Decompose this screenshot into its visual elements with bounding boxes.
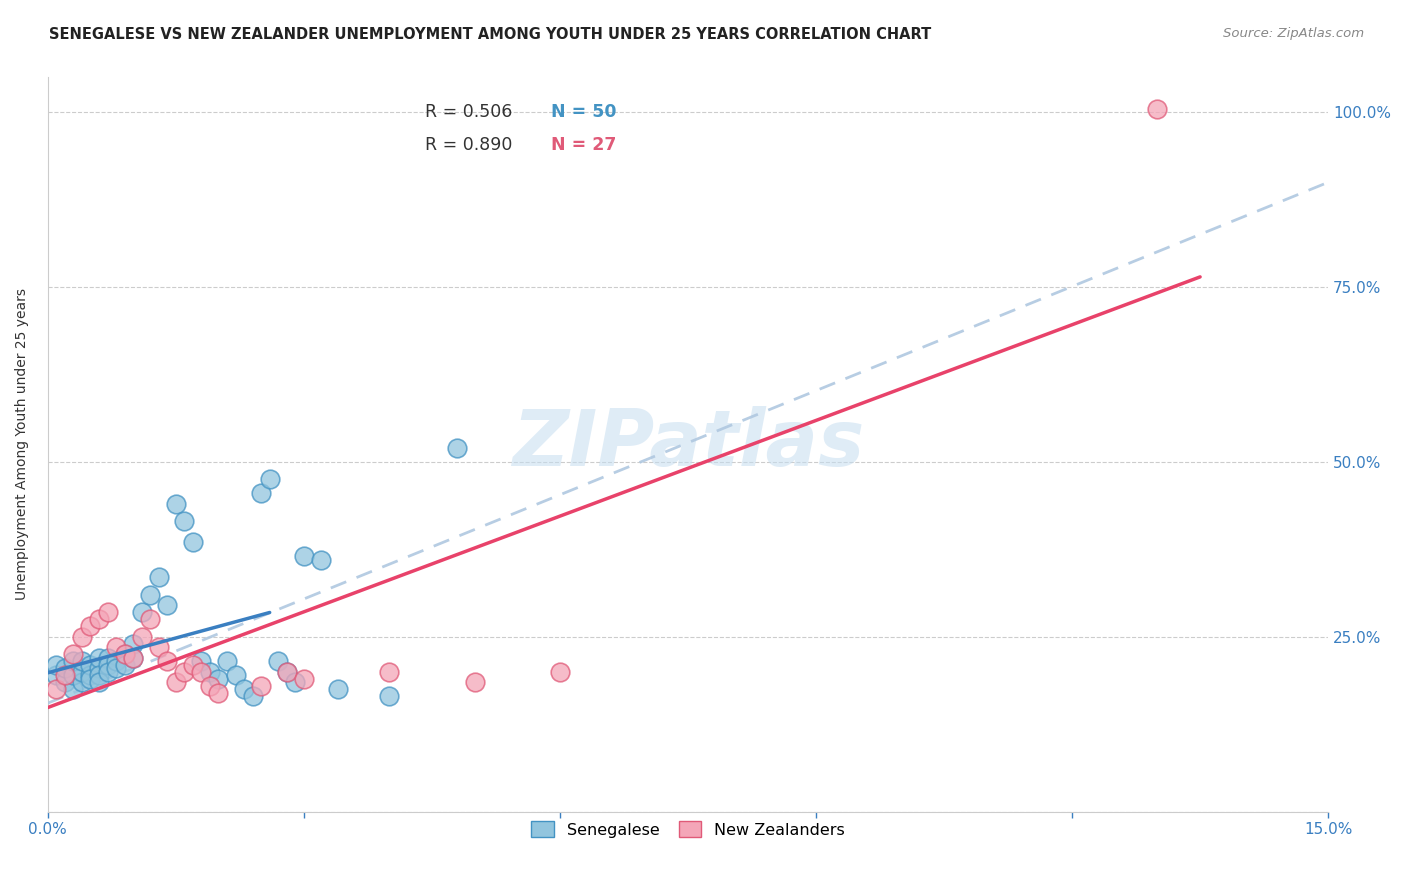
Point	[62, 668, 84, 682]
Point	[233, 682, 256, 697]
Text: Source: ZipAtlas.com: Source: ZipAtlas.com	[1223, 27, 1364, 40]
Point	[96, 605, 118, 619]
Point	[53, 661, 76, 675]
Point	[284, 675, 307, 690]
Point	[207, 686, 229, 700]
Point	[53, 668, 76, 682]
Text: N = 27: N = 27	[551, 136, 616, 154]
Point	[292, 549, 315, 564]
Point	[70, 665, 93, 679]
Point	[131, 630, 153, 644]
Point	[181, 657, 204, 672]
Point	[292, 672, 315, 686]
Point	[225, 668, 247, 682]
Point	[96, 657, 118, 672]
Point	[173, 515, 195, 529]
Point	[309, 553, 332, 567]
Point	[250, 679, 273, 693]
Point	[378, 665, 401, 679]
Point	[79, 668, 101, 682]
Text: N = 50: N = 50	[551, 103, 616, 121]
Point	[250, 486, 273, 500]
Point	[87, 675, 110, 690]
Y-axis label: Unemployment Among Youth under 25 years: Unemployment Among Youth under 25 years	[15, 288, 30, 600]
Point	[62, 682, 84, 697]
Point	[131, 605, 153, 619]
Point	[114, 647, 136, 661]
Point	[190, 665, 212, 679]
Point	[114, 657, 136, 672]
Point	[1146, 102, 1168, 116]
Point	[79, 619, 101, 633]
Point	[45, 657, 67, 672]
Point	[70, 675, 93, 690]
Point	[122, 650, 145, 665]
Point	[198, 665, 221, 679]
Point	[139, 612, 162, 626]
Point	[276, 665, 298, 679]
Point	[96, 665, 118, 679]
Point	[276, 665, 298, 679]
Point	[70, 630, 93, 644]
Point	[173, 665, 195, 679]
Point	[62, 647, 84, 661]
Point	[548, 665, 571, 679]
Point	[105, 640, 128, 655]
Point	[114, 647, 136, 661]
Point	[87, 612, 110, 626]
Point	[259, 472, 281, 486]
Point	[105, 661, 128, 675]
Point	[87, 661, 110, 675]
Point	[198, 679, 221, 693]
Point	[53, 675, 76, 690]
Point	[148, 640, 170, 655]
Point	[446, 441, 468, 455]
Point	[165, 497, 187, 511]
Point	[267, 654, 290, 668]
Legend: Senegalese, New Zealanders: Senegalese, New Zealanders	[524, 814, 851, 844]
Point	[87, 668, 110, 682]
Point	[45, 682, 67, 697]
Point	[105, 654, 128, 668]
Point	[181, 535, 204, 549]
Point	[464, 675, 486, 690]
Text: R = 0.890: R = 0.890	[426, 136, 513, 154]
Point	[165, 675, 187, 690]
Text: ZIPatlas: ZIPatlas	[512, 407, 865, 483]
Text: R = 0.506: R = 0.506	[426, 103, 513, 121]
Point	[96, 650, 118, 665]
Text: SENEGALESE VS NEW ZEALANDER UNEMPLOYMENT AMONG YOUTH UNDER 25 YEARS CORRELATION : SENEGALESE VS NEW ZEALANDER UNEMPLOYMENT…	[49, 27, 931, 42]
Point	[242, 689, 264, 703]
Point	[190, 654, 212, 668]
Point	[326, 682, 349, 697]
Point	[87, 650, 110, 665]
Point	[148, 570, 170, 584]
Point	[122, 650, 145, 665]
Point	[122, 637, 145, 651]
Point	[215, 654, 238, 668]
Point	[62, 654, 84, 668]
Point	[207, 672, 229, 686]
Point	[70, 654, 93, 668]
Point	[139, 588, 162, 602]
Point	[79, 657, 101, 672]
Point	[45, 668, 67, 682]
Point	[156, 654, 179, 668]
Point	[378, 689, 401, 703]
Point	[79, 672, 101, 686]
Point	[156, 599, 179, 613]
